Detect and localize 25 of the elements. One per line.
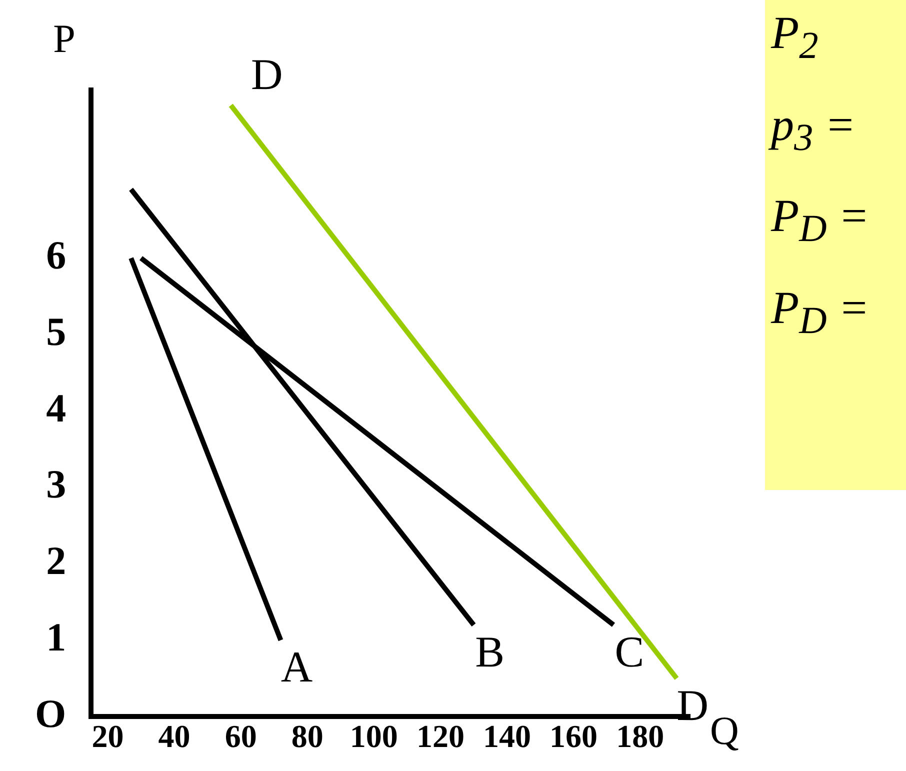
x-tick-label: 180 — [616, 718, 664, 754]
y-tick-label: 6 — [46, 232, 66, 278]
series-label: A — [280, 642, 313, 692]
text: P$_{D}$ = — [771, 190, 870, 250]
x-tick-label: 100 — [350, 718, 398, 754]
x-tick-label: 40 — [158, 718, 190, 754]
x-tick-label: 20 — [92, 718, 124, 754]
y-axis-title: P — [53, 15, 76, 62]
y-tick-label: O — [34, 690, 66, 736]
annotation: D — [250, 50, 283, 99]
y-tick-label: 3 — [46, 462, 66, 507]
series-label: B — [475, 627, 504, 676]
x-tick-label: 80 — [291, 718, 324, 754]
text: P$_{D}$ = — [771, 282, 870, 342]
x-tick-label: 160 — [550, 718, 598, 754]
y-tick-label: 2 — [46, 538, 66, 584]
x-tick-label: 120 — [416, 718, 464, 754]
x-tick-label: 140 — [483, 718, 532, 754]
series-label: C — [614, 627, 644, 676]
x-axis-title: Q — [710, 706, 739, 754]
x-tick-label: 60 — [224, 718, 257, 754]
y-tick-label: 4 — [46, 385, 66, 430]
text: P$_{2}$ — [771, 7, 820, 68]
y-tick-label: 5 — [46, 308, 66, 354]
y-tick-label: 1 — [46, 614, 66, 660]
